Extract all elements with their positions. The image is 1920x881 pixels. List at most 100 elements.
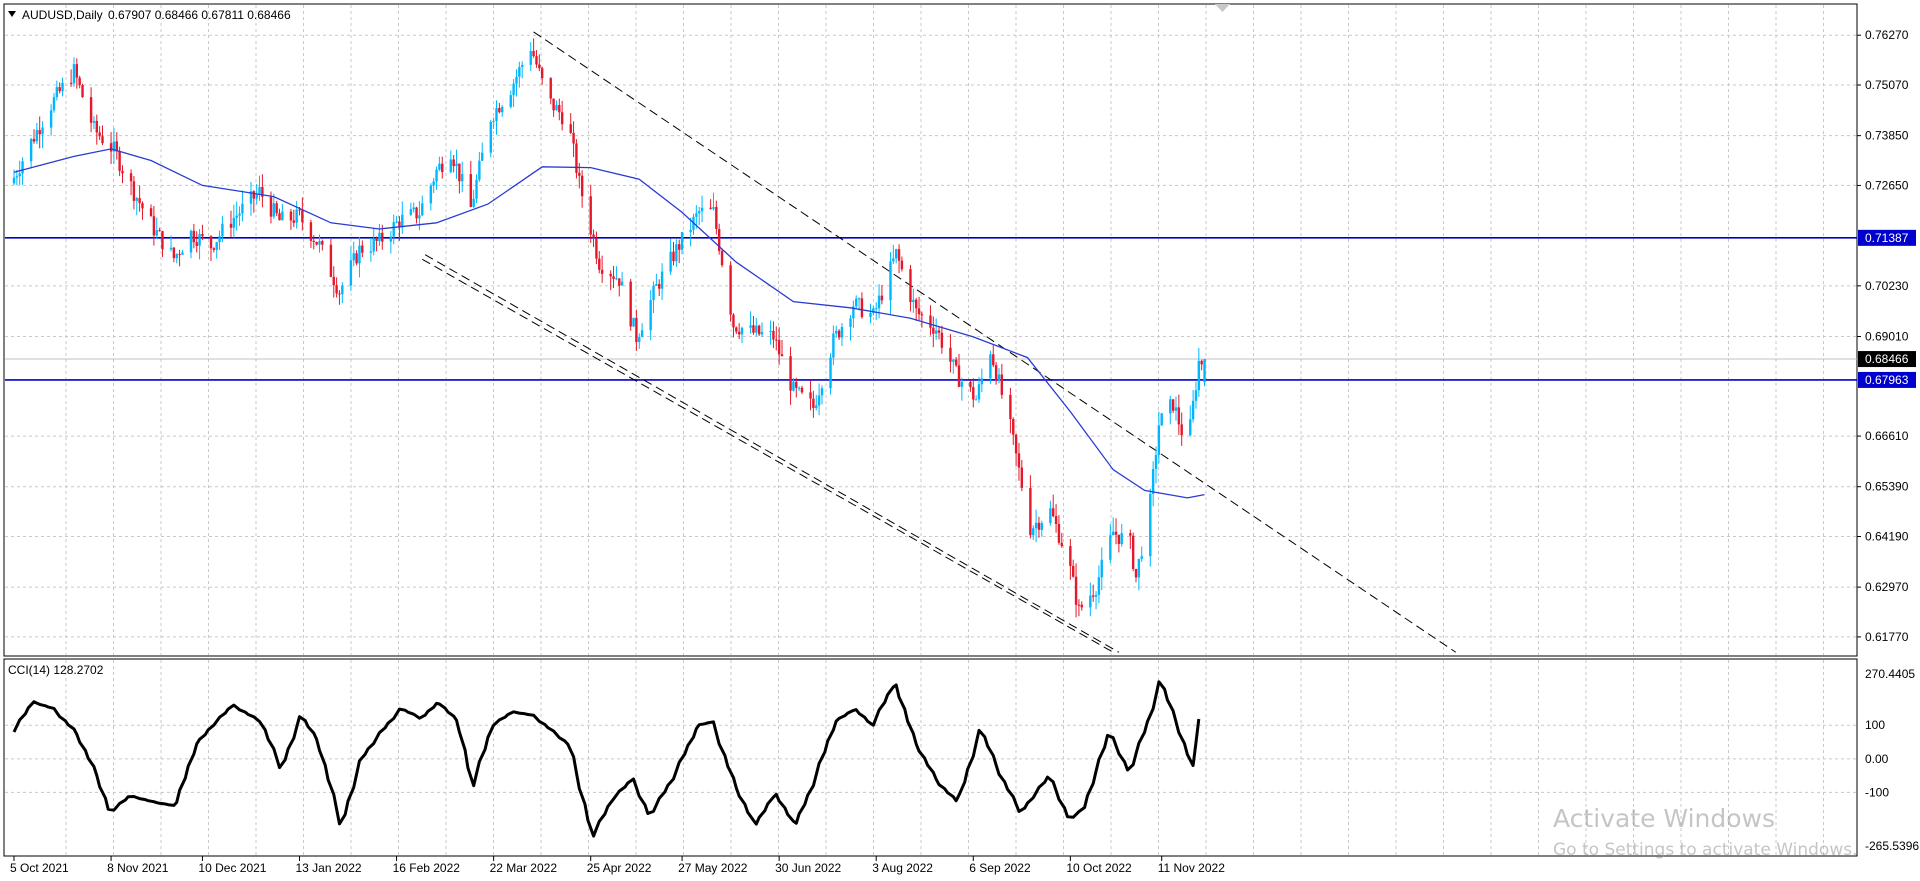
date-axis-label: 5 Oct 2021 bbox=[10, 861, 69, 875]
candle-down bbox=[972, 387, 975, 400]
candle-down bbox=[498, 108, 501, 113]
candle-up bbox=[520, 64, 524, 67]
upper-channel-line bbox=[533, 31, 1457, 653]
price-axis-label: 0.75070 bbox=[1865, 78, 1909, 92]
candle-up bbox=[857, 298, 861, 300]
date-axis-label: 13 Jan 2022 bbox=[296, 861, 362, 875]
candle-down bbox=[458, 163, 461, 182]
candle-down bbox=[1037, 522, 1041, 530]
price-axis: 0.76270 0.75070 0.73850 0.72650 0.70230 0.690… bbox=[1857, 28, 1909, 644]
candle-down bbox=[658, 284, 661, 289]
candle-down bbox=[880, 295, 884, 301]
price-tag-label: 0.71387 bbox=[1865, 231, 1909, 245]
candle-up bbox=[492, 121, 495, 123]
candle-up bbox=[832, 333, 835, 358]
candle-up bbox=[515, 76, 518, 84]
candle-up bbox=[760, 331, 764, 335]
candle-up bbox=[175, 254, 178, 259]
candle-down bbox=[321, 241, 324, 245]
candle-down bbox=[992, 354, 995, 366]
candle-up bbox=[855, 298, 858, 307]
candle-down bbox=[672, 251, 675, 262]
triangle-down-icon[interactable] bbox=[8, 11, 16, 17]
candle-up bbox=[372, 238, 375, 252]
candle-down bbox=[1029, 487, 1032, 536]
candle-down bbox=[789, 356, 792, 391]
candle-up bbox=[1169, 399, 1172, 414]
candle-up bbox=[238, 213, 241, 216]
candle-up bbox=[475, 179, 478, 199]
candle-down bbox=[772, 330, 775, 340]
candle-down bbox=[192, 230, 196, 243]
candle-up bbox=[912, 299, 915, 303]
candle-down bbox=[315, 241, 318, 245]
candle-up bbox=[892, 258, 895, 262]
candle-up bbox=[815, 405, 818, 408]
candle-up bbox=[272, 203, 276, 217]
candle-up bbox=[669, 251, 672, 272]
candle-down bbox=[775, 339, 778, 341]
scroll-marker-icon[interactable] bbox=[1215, 4, 1230, 12]
candle-down bbox=[338, 293, 341, 295]
candle-up bbox=[169, 247, 173, 250]
candle-up bbox=[620, 281, 624, 286]
price-axis-label: 0.73850 bbox=[1865, 129, 1909, 143]
candle-up bbox=[615, 278, 618, 280]
candle-down bbox=[954, 359, 958, 366]
candle-down bbox=[261, 186, 264, 197]
candle-down bbox=[132, 181, 136, 201]
candle-down bbox=[1060, 542, 1063, 547]
candle-down bbox=[58, 87, 61, 92]
price-axis-label: 0.69010 bbox=[1865, 329, 1909, 343]
candle-down bbox=[161, 231, 164, 250]
ohlc-values: 0.67907 0.68466 0.67811 0.68466 bbox=[108, 8, 291, 22]
candle-down bbox=[929, 315, 932, 328]
candle-up bbox=[449, 159, 453, 172]
candle-down bbox=[298, 209, 301, 211]
candle-up bbox=[295, 209, 298, 223]
candle-down bbox=[81, 85, 84, 98]
candle-up bbox=[392, 222, 395, 237]
price-tag bbox=[1858, 371, 1916, 388]
candle-up bbox=[1151, 468, 1155, 494]
price-axis-label: 0.64190 bbox=[1865, 529, 1909, 543]
candle-down bbox=[141, 203, 144, 209]
candle-down bbox=[635, 317, 638, 342]
candle-up bbox=[241, 203, 244, 214]
trendlines[interactable] bbox=[422, 31, 1457, 653]
candle-down bbox=[909, 269, 912, 303]
candle-up bbox=[1154, 454, 1158, 469]
candle-up bbox=[489, 121, 492, 153]
candle-up bbox=[358, 245, 361, 264]
candle-down bbox=[398, 221, 401, 228]
candle-up bbox=[258, 186, 261, 194]
candle-up bbox=[1174, 407, 1178, 411]
candle-down bbox=[1134, 568, 1138, 578]
candle-up bbox=[1120, 533, 1123, 545]
candle-down bbox=[329, 244, 333, 277]
candle-down bbox=[609, 273, 612, 277]
candle-up bbox=[1160, 413, 1163, 426]
candle-up bbox=[889, 261, 892, 301]
candle-up bbox=[41, 127, 44, 135]
candle-up bbox=[1197, 360, 1201, 391]
candle-down bbox=[580, 175, 584, 197]
candle-up bbox=[712, 207, 715, 209]
candle-up bbox=[1140, 556, 1143, 559]
candle-down bbox=[78, 77, 81, 86]
candle-up bbox=[638, 336, 641, 342]
candle-down bbox=[932, 327, 935, 334]
candle-up bbox=[181, 252, 184, 255]
candle-down bbox=[1017, 453, 1021, 468]
candle-down bbox=[1009, 394, 1012, 420]
date-axis-label: 30 Jun 2022 bbox=[775, 861, 841, 875]
candle-down bbox=[569, 124, 572, 133]
candle-down bbox=[115, 141, 118, 152]
candle-up bbox=[1094, 594, 1098, 597]
candle-down bbox=[592, 234, 595, 238]
candle-down bbox=[578, 172, 581, 176]
candle-up bbox=[1111, 531, 1115, 536]
candle-down bbox=[138, 198, 141, 204]
candle-up bbox=[829, 357, 832, 389]
